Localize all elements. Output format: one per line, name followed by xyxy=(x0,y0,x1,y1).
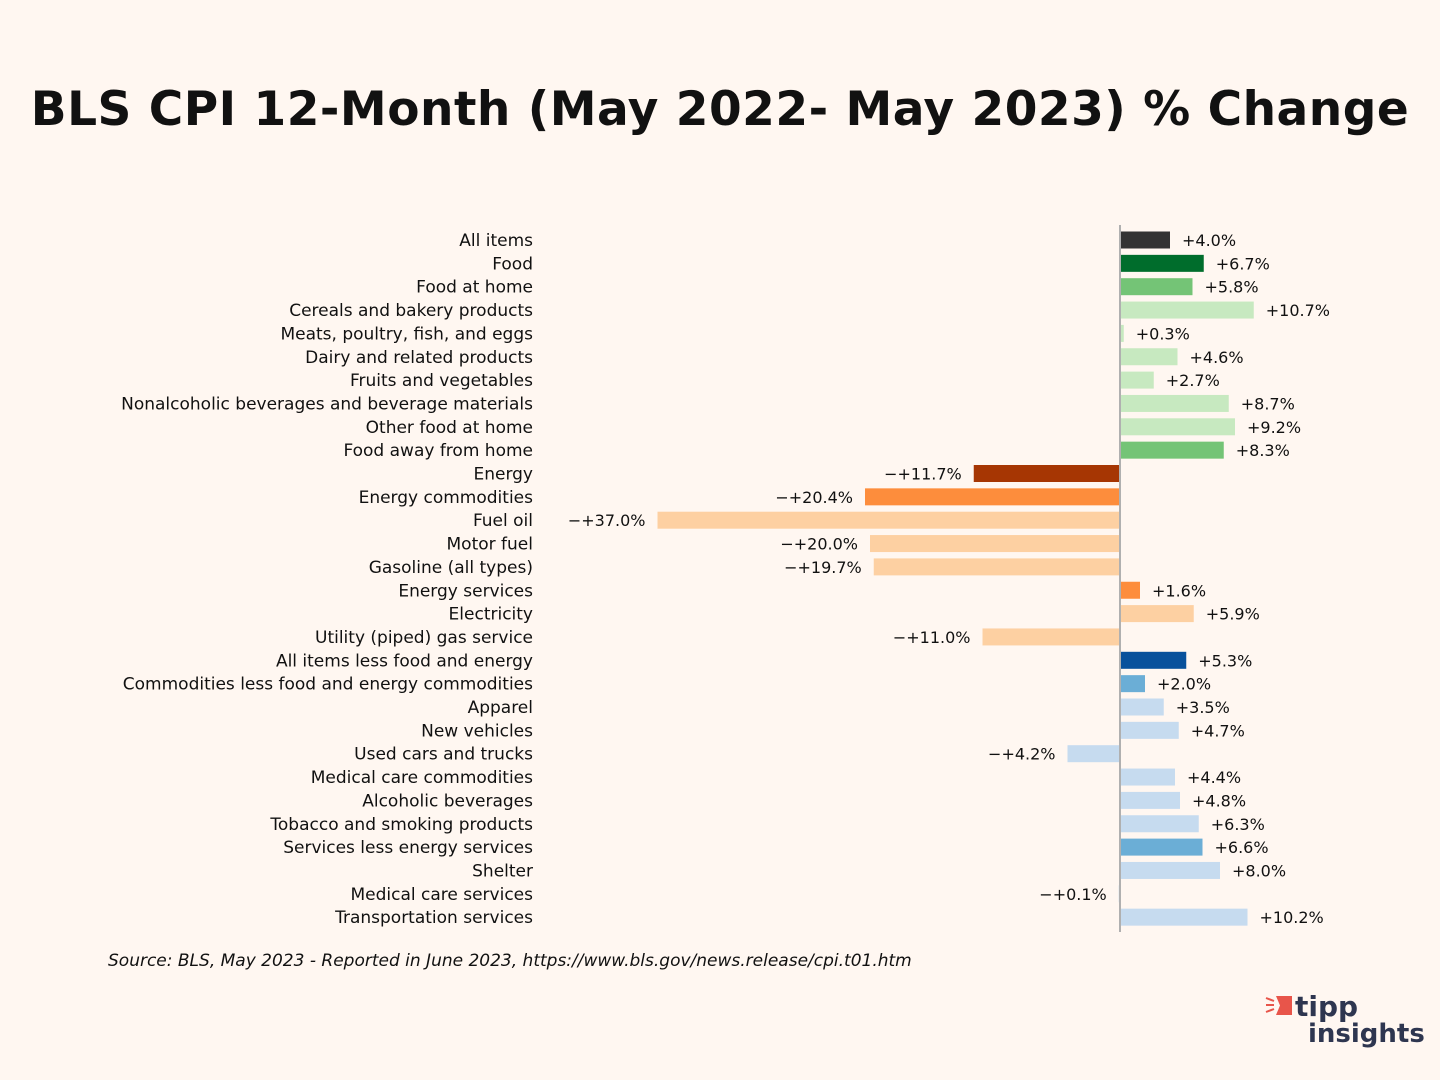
data-label: +6.7% xyxy=(1216,254,1270,273)
data-label: +10.2% xyxy=(1260,908,1324,927)
data-label: +8.0% xyxy=(1232,861,1286,880)
bar xyxy=(865,488,1120,506)
category-label: Cereals and bakery products xyxy=(289,301,533,321)
category-label: Fuel oil xyxy=(473,511,533,531)
bar xyxy=(1120,301,1254,319)
bar xyxy=(1120,324,1124,342)
bar xyxy=(1120,441,1224,459)
category-label: Meats, poultry, fish, and eggs xyxy=(280,324,533,344)
data-label: +5.3% xyxy=(1198,651,1252,670)
bar xyxy=(1120,838,1203,856)
category-label: Used cars and trucks xyxy=(354,745,533,765)
data-label: +10.7% xyxy=(1266,301,1330,320)
data-label: −+20.4% xyxy=(775,488,853,507)
data-label: +1.6% xyxy=(1152,581,1206,600)
category-label: Nonalcoholic beverages and beverage mate… xyxy=(121,394,533,414)
category-label: Food xyxy=(492,254,533,274)
category-label: Food away from home xyxy=(343,441,533,461)
bar xyxy=(873,558,1120,576)
data-label: −+4.2% xyxy=(988,745,1055,764)
data-label: +0.3% xyxy=(1136,324,1190,343)
data-label: +2.0% xyxy=(1157,675,1211,694)
data-label: +3.5% xyxy=(1176,698,1230,717)
category-label: Dairy and related products xyxy=(305,348,533,368)
bar xyxy=(1120,675,1145,693)
data-label: +8.3% xyxy=(1236,441,1290,460)
category-label: All items less food and energy xyxy=(276,651,533,671)
category-label: Energy xyxy=(473,465,533,485)
category-label: Electricity xyxy=(449,605,533,625)
bar xyxy=(870,535,1120,553)
category-label: Transportation services xyxy=(334,908,533,928)
bar xyxy=(1120,278,1193,296)
chart-title: BLS CPI 12-Month (May 2022- May 2023) % … xyxy=(30,82,1410,137)
bar xyxy=(1120,861,1220,879)
category-label: New vehicles xyxy=(421,721,533,741)
category-label: Services less energy services xyxy=(283,838,533,858)
category-label: Energy services xyxy=(398,581,533,601)
data-label: +5.8% xyxy=(1205,278,1259,297)
category-label: Tobacco and smoking products xyxy=(269,815,533,835)
bar xyxy=(1120,394,1229,412)
category-label: Apparel xyxy=(468,698,533,718)
data-label: +6.6% xyxy=(1215,838,1269,857)
tipp-insights-logo: tipp insights xyxy=(1265,990,1425,1049)
svg-text:insights: insights xyxy=(1308,1019,1425,1049)
category-label: Food at home xyxy=(416,278,533,298)
bar xyxy=(1120,908,1248,926)
data-label: −+0.1% xyxy=(1039,885,1106,904)
data-label: +4.0% xyxy=(1182,231,1236,250)
bar xyxy=(1120,815,1199,833)
category-label: Medical care commodities xyxy=(311,768,533,788)
category-label: Fruits and vegetables xyxy=(350,371,533,391)
bar xyxy=(1067,745,1120,763)
bar xyxy=(973,465,1120,482)
bar xyxy=(1120,371,1154,389)
bar xyxy=(1120,231,1170,249)
bar xyxy=(1120,721,1179,739)
bar xyxy=(1120,581,1140,599)
data-label: −+11.7% xyxy=(884,465,962,484)
data-label: +9.2% xyxy=(1247,418,1301,437)
data-label: −+37.0% xyxy=(568,511,646,530)
data-label: +6.3% xyxy=(1211,815,1265,834)
bar xyxy=(1120,698,1164,716)
data-label: +5.9% xyxy=(1206,605,1260,624)
category-label: Shelter xyxy=(472,861,533,881)
data-label: +4.7% xyxy=(1191,721,1245,740)
data-label: +4.6% xyxy=(1190,348,1244,367)
data-label: −+20.0% xyxy=(780,535,858,554)
category-label: Alcoholic beverages xyxy=(362,791,533,811)
bar xyxy=(1120,254,1204,272)
bar xyxy=(1120,348,1178,366)
category-label: Commodities less food and energy commodi… xyxy=(123,675,533,695)
category-label: Energy commodities xyxy=(359,488,534,508)
bar xyxy=(1120,791,1180,809)
bar xyxy=(1120,605,1194,623)
data-label: +4.8% xyxy=(1192,791,1246,810)
logo-mark-icon xyxy=(1265,996,1292,1015)
bar xyxy=(1120,418,1235,436)
category-label: Utility (piped) gas service xyxy=(315,628,533,648)
data-label: −+11.0% xyxy=(893,628,971,647)
data-label: +2.7% xyxy=(1166,371,1220,390)
category-label: Medical care services xyxy=(350,885,533,905)
svg-text:tipp: tipp xyxy=(1295,990,1358,1023)
bar xyxy=(982,628,1120,646)
bar xyxy=(1120,651,1187,669)
category-label: Motor fuel xyxy=(447,535,533,555)
bar xyxy=(657,511,1120,529)
category-label: Gasoline (all types) xyxy=(369,558,533,578)
category-label: Other food at home xyxy=(366,418,533,438)
bar xyxy=(1120,768,1175,786)
data-label: +8.7% xyxy=(1241,394,1295,413)
data-label: −+19.7% xyxy=(784,558,862,577)
source-note: Source: BLS, May 2023 - Reported in June… xyxy=(108,951,912,971)
category-label: All items xyxy=(459,231,533,251)
data-label: +4.4% xyxy=(1187,768,1241,787)
